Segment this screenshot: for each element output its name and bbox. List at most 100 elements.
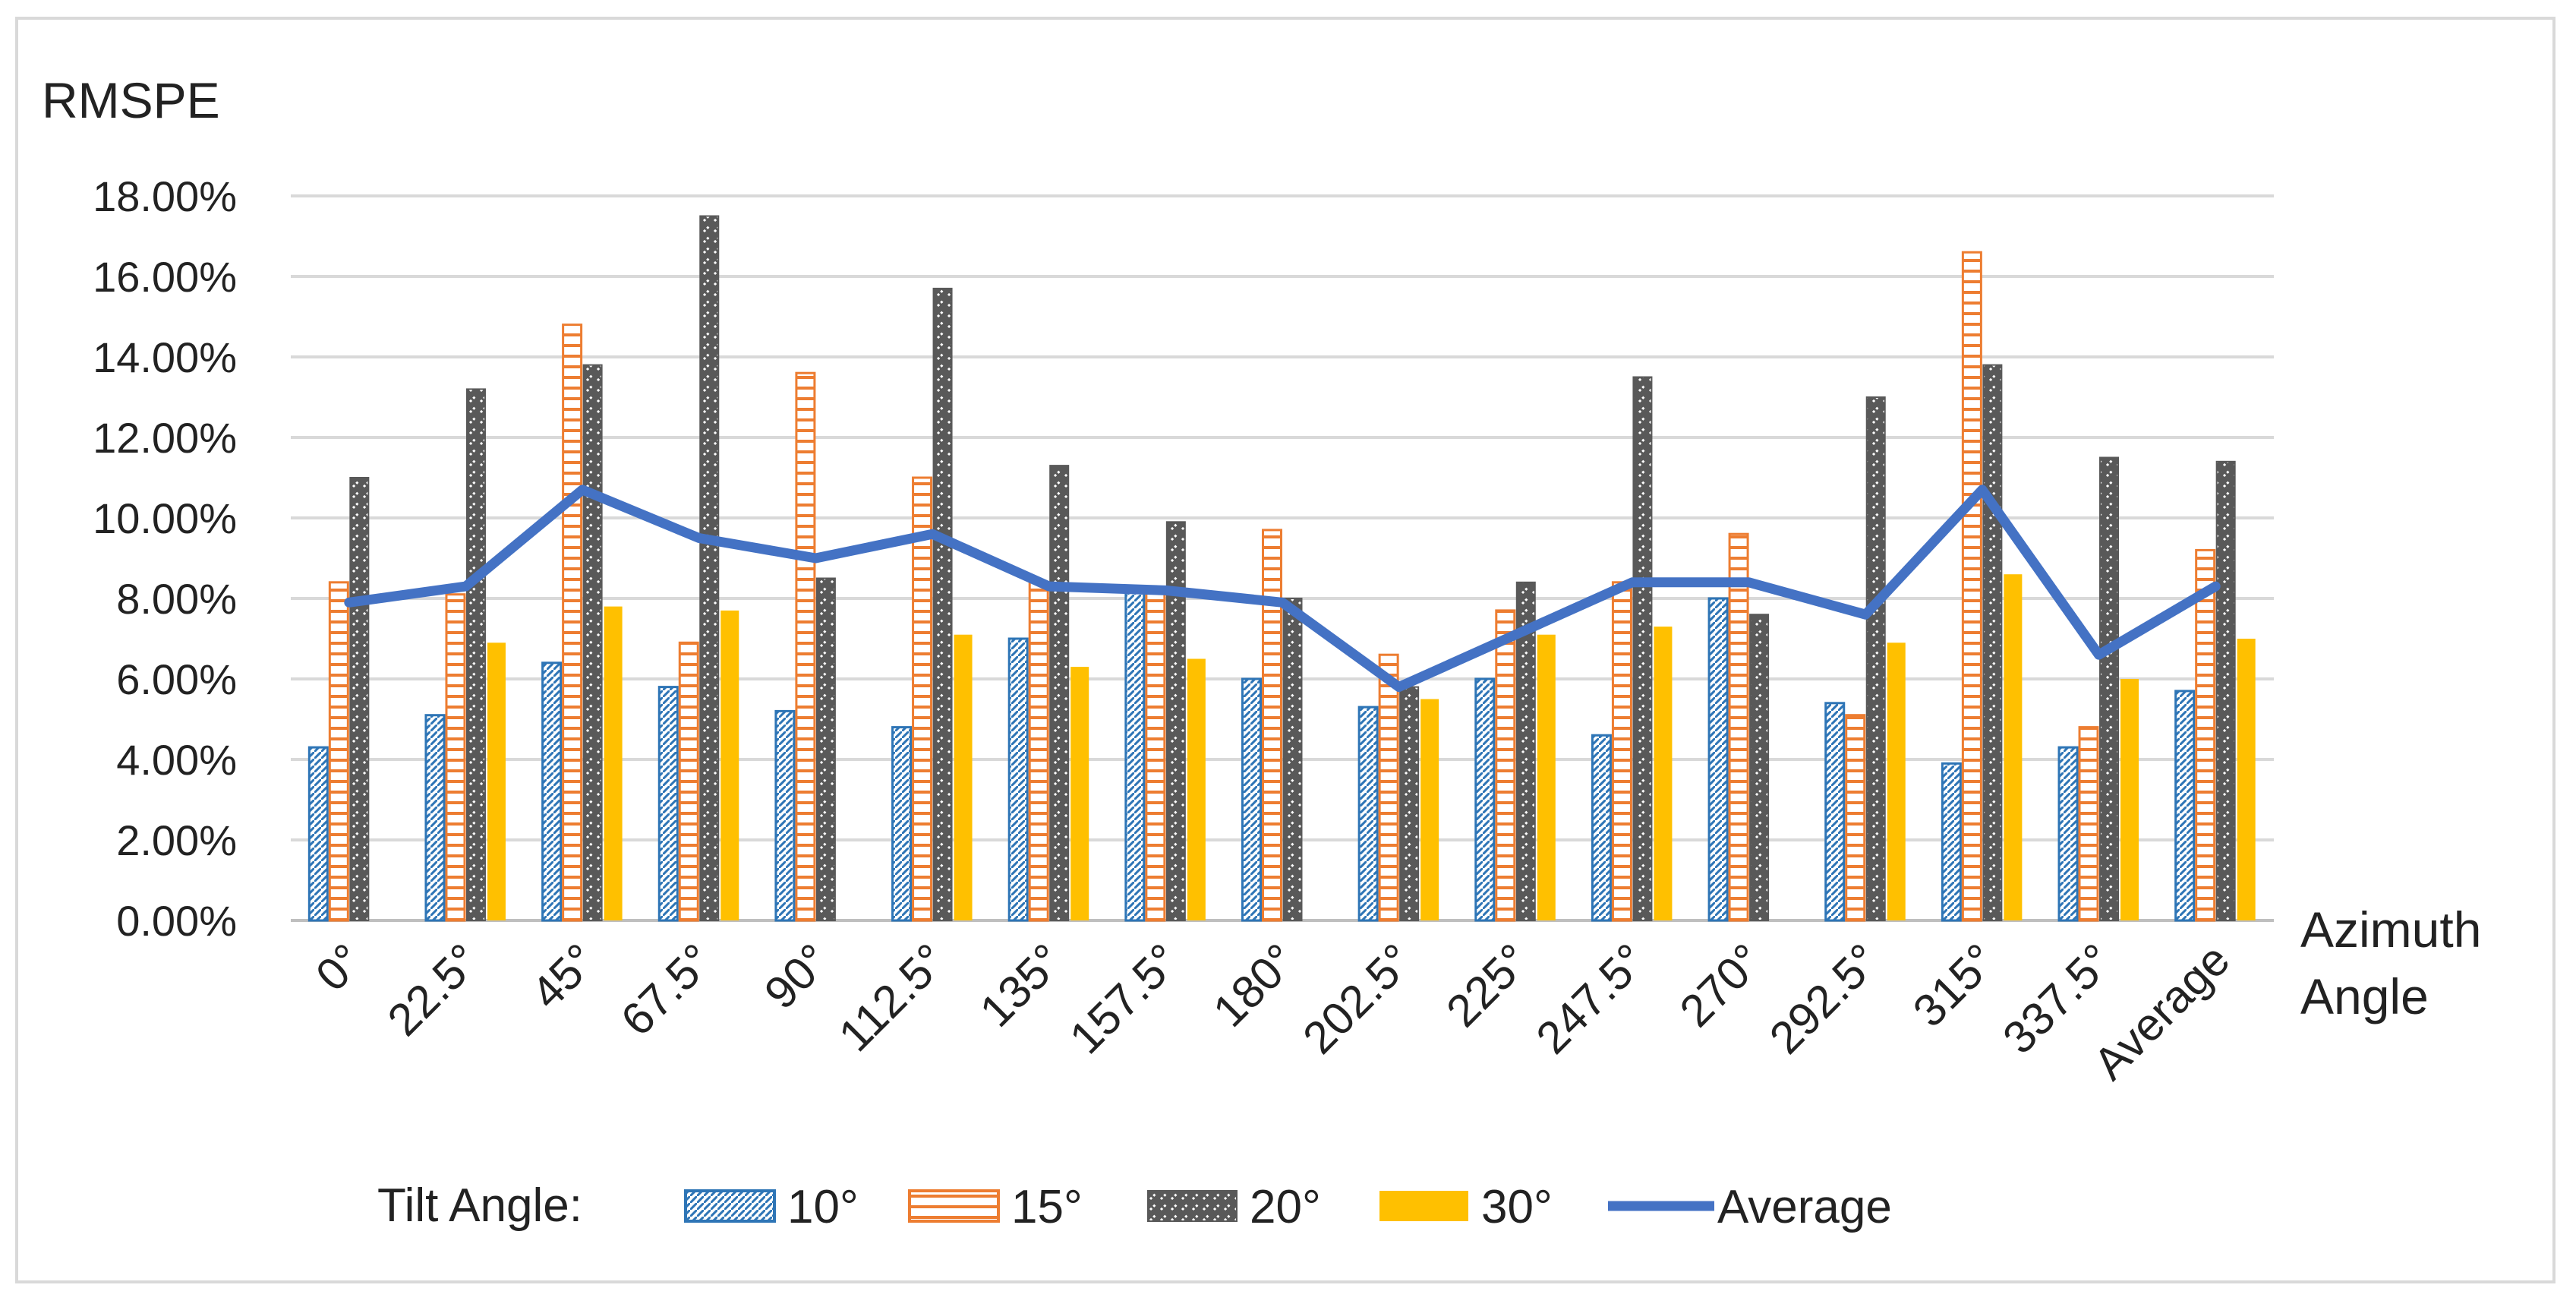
bar-15deg [1728,532,1749,922]
legend-title: Tilt Angle: [377,1179,582,1232]
legend-label-30: 30° [1481,1181,1553,1233]
y-tick-label: 8.00% [116,575,237,623]
bar-30deg [1187,658,1206,920]
bar-30deg [1537,634,1556,920]
bar-20deg [349,477,370,921]
bar-10deg [2174,690,2196,922]
bar-15deg [445,593,466,922]
bar-20deg [1282,598,1303,921]
bar-30deg [2237,639,2256,920]
x-tick-label: 112.5° [829,934,956,1061]
x-tick-label: 315° [1903,934,2006,1037]
bar-15deg [328,581,349,922]
bar-15deg [2078,726,2099,922]
y-tick-label: 0.00% [116,897,237,945]
bar-10deg [424,714,446,922]
x-tick-label: 45° [522,934,607,1019]
y-tick-label: 18.00% [93,172,237,220]
legend-label-10: 10° [787,1181,859,1233]
x-tick-label: 135° [970,934,1073,1037]
bar-10deg [1824,702,1846,922]
y-axis-title: RMSPE [42,72,220,128]
x-tick-label: 22.5° [378,934,490,1046]
legend-swatch-15 [908,1189,1000,1223]
bar-15deg [912,476,933,922]
bar-30deg [720,610,739,920]
bar-30deg [604,606,623,920]
bar-20deg [1049,465,1070,921]
bar-10deg [1241,677,1262,922]
x-axis-title-line-2: Angle [2300,968,2429,1024]
x-tick-label: 180° [1203,934,1306,1037]
bar-15deg [678,641,699,922]
x-tick-label: 247.5° [1527,934,1657,1064]
x-tick-labels: 0° 22.5° 45° 67.5° 90°112.5° 135°157.5° 180°20… [306,934,2239,1090]
legend-label-average: Average [1717,1181,1892,1233]
legend-swatch-20 [1147,1190,1238,1222]
legend-label-15: 15° [1011,1181,1083,1233]
bar-20deg [2099,456,2120,921]
bar-15deg [1028,581,1049,922]
bar-30deg [2120,679,2139,920]
bar-10deg [307,746,329,922]
bar-10deg [774,709,796,922]
average-line [344,485,2221,693]
bar-15deg [1611,581,1632,922]
bar-30deg [954,634,973,920]
bar-20deg [1865,396,1886,921]
bar-15deg [1262,529,1282,922]
bar-15deg [1145,589,1166,922]
y-tick-labels: 0.00% 2.00% 4.00% 6.00% 8.00% 10.00% 12.00% 14.… [93,172,237,945]
bar-15deg [1378,653,1399,922]
bar-20deg [465,388,486,921]
bar-15deg [795,371,816,922]
bar-15deg [2195,548,2216,922]
bar-30deg [1070,667,1089,920]
bar-10deg [1707,597,1729,922]
bar-10deg [541,661,563,922]
series-line-average [344,485,2221,693]
bar-10deg [657,686,679,922]
y-tick-label: 2.00% [116,816,237,864]
legend-swatch-10 [684,1189,776,1223]
bar-20deg [1982,364,2003,922]
bar-30deg [1654,627,1673,920]
y-tick-label: 12.00% [93,414,237,462]
bar-15deg [1495,609,1516,922]
y-tick-label: 10.00% [93,494,237,542]
bar-20deg [815,577,836,921]
y-tick-label: 4.00% [116,736,237,784]
bar-10deg [1007,637,1029,922]
bar-10deg [1357,706,1379,922]
x-tick-label: 157.5° [1060,934,1190,1064]
y-tick-label: 16.00% [93,253,237,301]
x-tick-label: 67.5° [611,934,723,1046]
bar-10deg [1474,677,1496,922]
bar-10deg [1591,734,1612,922]
bar-20deg [1515,581,1536,921]
bar-10deg [891,726,913,922]
legend: Tilt Angle: 10° 15° 20° 30° Average [377,1179,1892,1233]
bar-30deg [1420,699,1439,920]
x-tick-label: 292.5° [1760,934,1890,1064]
bar-10deg [2057,746,2079,922]
bar-20deg [1749,614,1770,921]
y-tick-label: 6.00% [116,655,237,703]
bar-15deg [1845,714,1866,922]
legend-label-20: 20° [1250,1181,1321,1233]
bar-30deg [1887,642,1906,920]
bar-20deg [2215,460,2236,921]
x-tick-label: 225° [1436,934,1539,1037]
bar-15deg [562,324,583,922]
x-tick-label: 90° [755,934,840,1019]
bar-20deg [1399,686,1420,921]
bar-10deg [1124,589,1146,922]
bar-20deg [1632,376,1653,921]
bar-20deg [932,287,953,921]
bar-20deg [1165,521,1186,921]
legend-swatch-30 [1379,1191,1468,1221]
bar-20deg [699,215,720,921]
bar-10deg [1941,762,1962,922]
bar-15deg [1961,251,1982,922]
